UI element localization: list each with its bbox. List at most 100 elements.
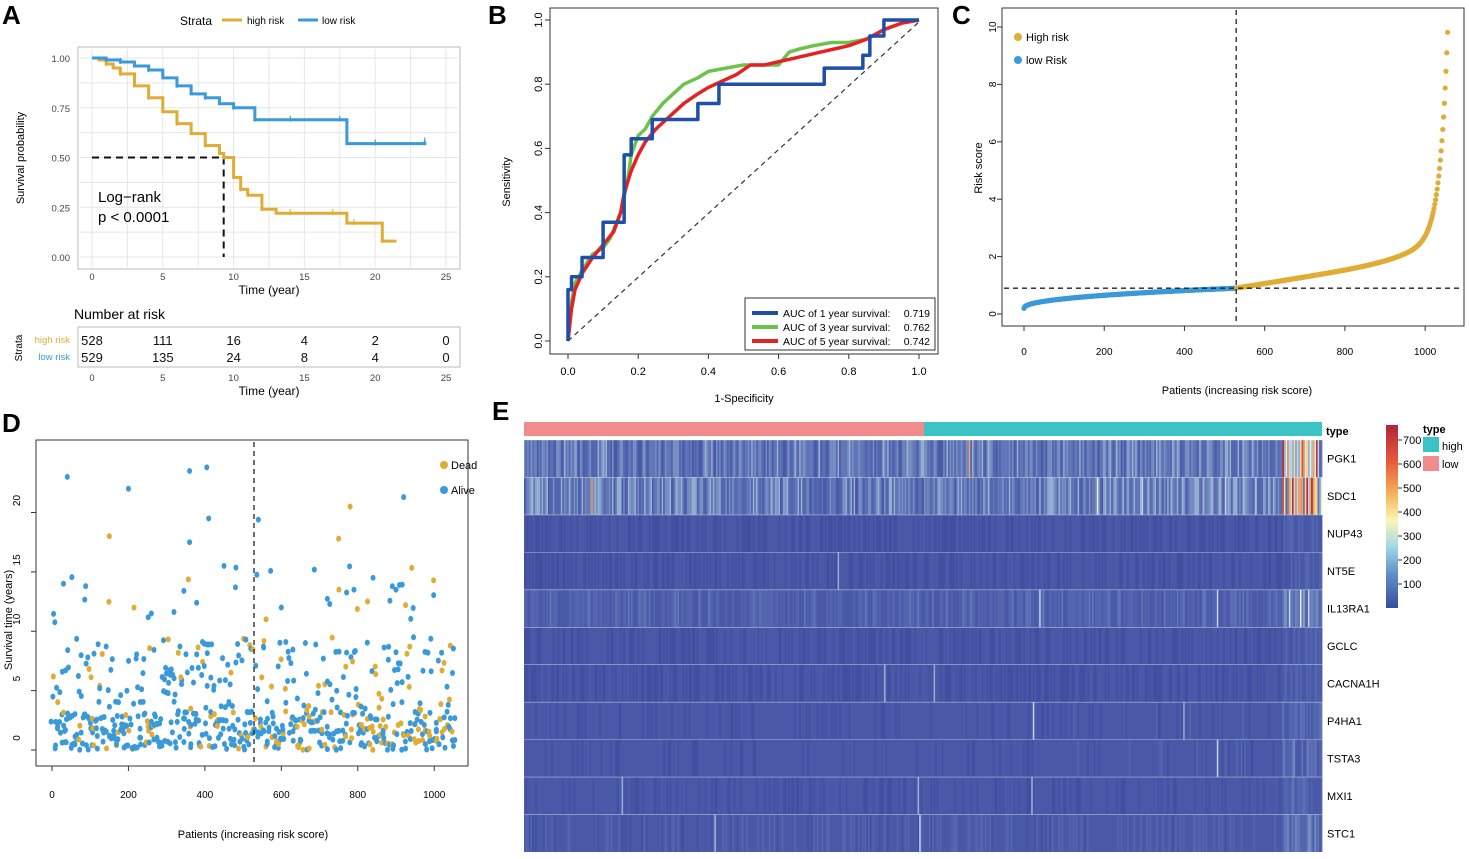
heatmap-cell <box>830 590 832 627</box>
heatmap-cell <box>1183 702 1185 739</box>
risk-point <box>1435 186 1440 191</box>
heatmap-cell <box>1306 627 1308 664</box>
heatmap-cell <box>950 740 952 777</box>
heatmap-cell <box>918 552 920 589</box>
heatmap-cell <box>734 740 736 777</box>
heatmap-cell <box>1034 665 1036 702</box>
heatmap-cell <box>814 477 816 514</box>
heatmap-cell <box>542 665 544 702</box>
heatmap-cell <box>650 627 652 664</box>
heatmap-cell <box>932 440 934 477</box>
heatmap-cell <box>1186 590 1188 627</box>
risk-point <box>1432 202 1437 207</box>
heatmap-cell <box>1150 740 1152 777</box>
heatmap-cell <box>1167 702 1169 739</box>
heatmap-cell <box>770 552 772 589</box>
heatmap-cell <box>802 515 804 552</box>
heatmap-cell <box>839 477 841 514</box>
heatmap-cell <box>614 627 616 664</box>
heatmap-cell <box>777 627 779 664</box>
heatmap-cell <box>729 702 731 739</box>
survival-point <box>394 649 399 655</box>
heatmap-cell <box>1142 702 1144 739</box>
heatmap-cell <box>1295 665 1297 702</box>
heatmap-cell <box>734 702 736 739</box>
heatmap-cell <box>1246 740 1248 777</box>
heatmap-cell <box>1201 702 1203 739</box>
heatmap-cell <box>1074 440 1076 477</box>
heatmap-cell <box>881 477 883 514</box>
heatmap-cell <box>1015 477 1017 514</box>
heatmap-cell <box>854 702 856 739</box>
heatmap-cell <box>754 440 756 477</box>
legend-low-label: low risk <box>322 16 356 27</box>
heatmap-cell <box>570 665 572 702</box>
legend-alive-dot <box>440 486 448 494</box>
heatmap-cell <box>722 477 724 514</box>
heatmap-cell <box>1300 665 1302 702</box>
heatmap-cell <box>694 440 696 477</box>
heatmap-cell <box>1321 702 1323 739</box>
heatmap-cell <box>714 627 716 664</box>
logrank-label: Log−rank <box>98 189 161 206</box>
heatmap-cell <box>612 590 614 627</box>
heatmap-cell <box>737 440 739 477</box>
survival-point <box>172 699 177 705</box>
x-tick-label: 0.6 <box>771 366 786 378</box>
heatmap-cell <box>1122 477 1124 514</box>
survival-point <box>126 658 131 664</box>
heatmap-cell <box>687 665 689 702</box>
heatmap-cell <box>900 702 902 739</box>
survival-point <box>76 673 81 679</box>
heatmap-cell <box>1271 702 1273 739</box>
heatmap-cell <box>847 440 849 477</box>
heatmap-cell <box>1276 702 1278 739</box>
heatmap-cell <box>774 477 776 514</box>
heatmap-cell <box>1033 702 1035 739</box>
heatmap-cell <box>1218 552 1220 589</box>
survival-point <box>184 709 189 715</box>
heatmap-cell <box>1239 477 1241 514</box>
heatmap-cell <box>759 477 761 514</box>
heatmap-cell <box>1260 515 1262 552</box>
heatmap-cell <box>938 440 940 477</box>
heatmap-cell <box>1242 590 1244 627</box>
heatmap-cell <box>943 740 945 777</box>
heatmap-cell <box>1258 552 1260 589</box>
heatmap-cell <box>974 627 976 664</box>
survival-point <box>49 719 54 725</box>
heatmap-cell <box>911 477 913 514</box>
heatmap-cell <box>969 552 971 589</box>
heatmap-cell <box>540 590 542 627</box>
heatmap-cell <box>1124 590 1126 627</box>
heatmap-cell <box>1074 515 1076 552</box>
heatmap-cell <box>1100 515 1102 552</box>
heatmap-cell <box>1201 590 1203 627</box>
heatmap-cell <box>574 702 576 739</box>
heatmap-cell <box>892 740 894 777</box>
heatmap-cell <box>1087 477 1089 514</box>
heatmap-cell <box>839 590 841 627</box>
heatmap-cell <box>1145 515 1147 552</box>
heatmap-cell <box>1217 740 1219 777</box>
heatmap-cell <box>970 440 972 477</box>
heatmap-cell <box>714 740 716 777</box>
survival-point <box>325 724 330 730</box>
heatmap-cell <box>777 590 779 627</box>
heatmap-cell <box>537 665 539 702</box>
heatmap-cell <box>862 590 864 627</box>
heatmap-cell <box>1066 590 1068 627</box>
heatmap-cell <box>572 590 574 627</box>
heatmap-cell <box>670 515 672 552</box>
heatmap-cell <box>572 515 574 552</box>
heatmap-cell <box>1143 740 1145 777</box>
heatmap-cell <box>679 665 681 702</box>
heatmap-cell <box>543 740 545 777</box>
heatmap-cell <box>836 740 838 777</box>
heatmap-cell <box>894 590 896 627</box>
y-tick-label: 0.2 <box>533 269 545 284</box>
heatmap-cell <box>668 440 670 477</box>
heatmap-cell <box>684 440 686 477</box>
heatmap-cell <box>1172 552 1174 589</box>
